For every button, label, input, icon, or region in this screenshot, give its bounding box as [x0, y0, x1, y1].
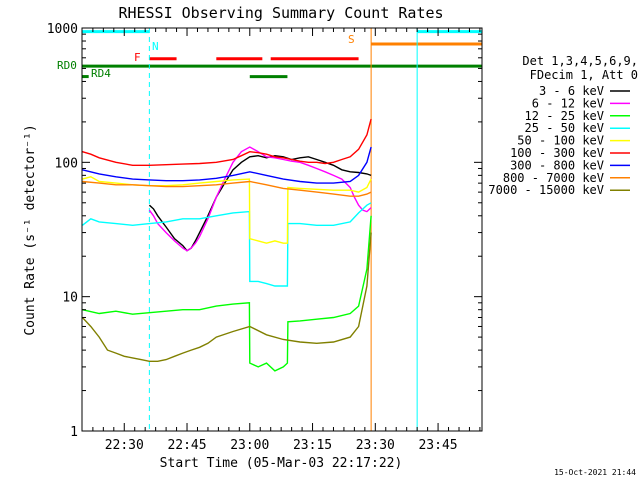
flag-label-rd0: RD0: [57, 59, 77, 72]
series-line-1: [148, 146, 372, 252]
y-tick-label-2: 100: [55, 156, 78, 171]
y-tick-label-3: 1000: [47, 22, 78, 37]
legend-label-4: 50 - 100 keV: [517, 134, 604, 148]
series-line-2: [82, 215, 372, 372]
flag-label-s: S: [348, 33, 355, 46]
x-tick-label-3: 23:15: [293, 438, 332, 453]
series-line-3: [81, 202, 372, 287]
legend-label-2: 12 - 25 keV: [525, 109, 604, 123]
legend: Det 1,3,4,5,6,9, FDecim 1, Att 0 3 - 6 k…: [488, 54, 638, 197]
x-tick-label-0: 22:30: [105, 438, 144, 453]
legend-label-3: 25 - 50 keV: [525, 121, 604, 135]
series-line-5: [82, 118, 372, 167]
y-axis-label: Count Rate (s⁻¹ detector⁻¹): [23, 124, 38, 335]
series-line-8: [81, 232, 372, 362]
series-line-7: [82, 180, 372, 197]
x-tick-label-4: 23:30: [356, 438, 395, 453]
series-line-0: [148, 154, 372, 252]
series-lines: [81, 118, 372, 372]
generated-timestamp: 15-Oct-2021 21:44: [554, 468, 636, 477]
legend-label-1: 6 - 12 keV: [532, 96, 604, 110]
legend-label-5: 100 - 300 keV: [510, 146, 604, 160]
series-line-6: [82, 146, 372, 184]
flag-label-rd4: RD4: [91, 67, 111, 80]
y-tick-label-0: 1: [70, 425, 78, 440]
legend-label-7: 800 - 7000 keV: [503, 171, 604, 185]
flag-label-f: F: [134, 51, 141, 64]
x-tick-label-1: 22:45: [167, 438, 206, 453]
legend-label-8: 7000 - 15000 keV: [488, 183, 604, 197]
x-tick-label-5: 23:45: [418, 438, 457, 453]
flag-label-n: N: [152, 40, 159, 53]
axis-ticks: 22:30 22:45 23:00 23:15 23:30 23:45 1 10 100 1000: [47, 22, 482, 453]
chart-title: RHESSI Observing Summary Count Rates: [118, 4, 443, 22]
legend-header-detectors: Det 1,3,4,5,6,9,: [522, 54, 638, 68]
legend-label-0: 3 - 6 keV: [539, 84, 604, 98]
x-tick-label-2: 23:00: [230, 438, 269, 453]
legend-label-6: 300 - 800 keV: [510, 158, 604, 172]
x-axis-label: Start Time (05-Mar-03 22:17:22): [160, 456, 403, 471]
legend-header-decim: FDecim 1, Att 0: [530, 68, 638, 82]
y-tick-label-1: 10: [62, 291, 78, 306]
flag-bars: [82, 30, 482, 79]
plot-frame: [81, 27, 483, 432]
